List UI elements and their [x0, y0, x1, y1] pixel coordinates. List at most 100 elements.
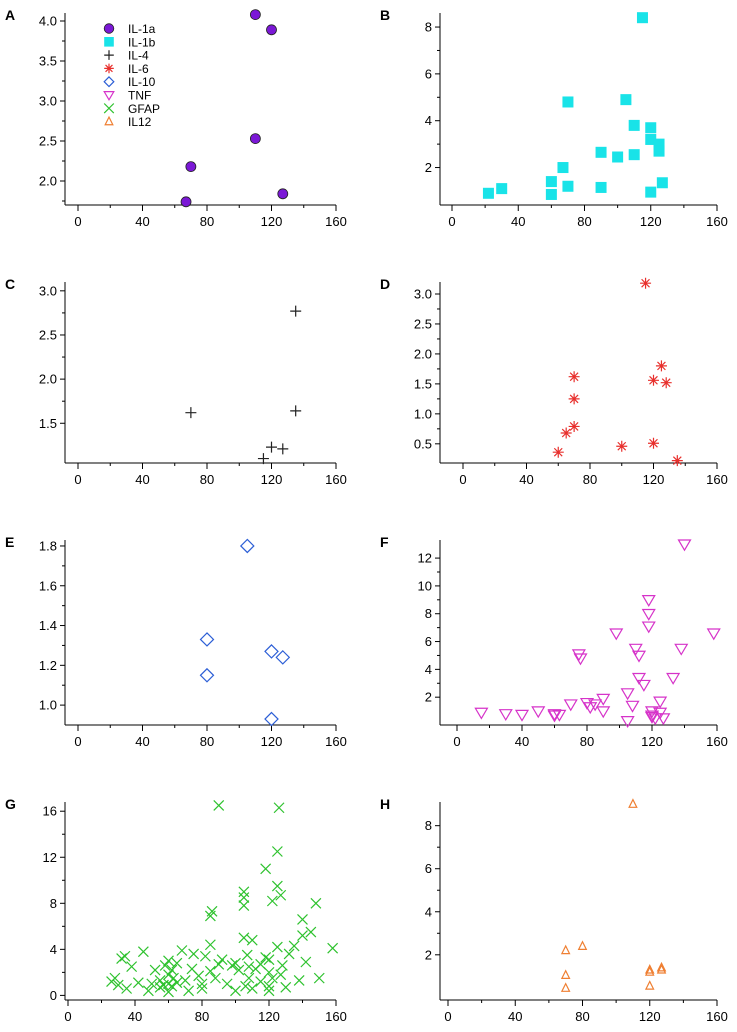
legend-label: TNF: [128, 89, 151, 103]
data-point: [297, 930, 308, 941]
x-tick-label: 80: [575, 1009, 589, 1024]
panel-c: C 0 40 80 120 160 1.5 2.0 2.5 3.0: [5, 276, 347, 487]
data-point: [644, 966, 655, 976]
data-point: [616, 440, 628, 452]
data-point: [645, 133, 657, 145]
data-point: [641, 621, 656, 634]
x-tick-label: 40: [135, 472, 149, 487]
data-point: [277, 443, 289, 455]
y-tick-label: 3.5: [39, 54, 57, 69]
data-point: [653, 145, 665, 157]
data-point: [628, 643, 643, 656]
x-tick-label: 40: [508, 1009, 522, 1024]
panel-label: F: [380, 534, 389, 550]
panel-h: H 0 40 80 120 160 2 4 6 8: [380, 796, 728, 1024]
data-point: [163, 955, 174, 967]
x-tick-label: 160: [325, 214, 347, 229]
data-point: [213, 958, 225, 970]
y-tick-label: 1.0: [414, 406, 432, 421]
data-point: [266, 895, 278, 907]
data-point: [168, 972, 179, 984]
data-point: [116, 953, 128, 964]
x-tick-label: 160: [325, 1009, 347, 1024]
y-tick-label: 2: [425, 947, 432, 962]
data-point: [655, 360, 667, 372]
data-point: [277, 188, 289, 200]
y-tick-label: 0.5: [414, 436, 432, 451]
data-point: [631, 650, 647, 663]
panel-b: B 0 40 80 120 160 2 4 6 8: [380, 7, 728, 229]
y-tick-label: 3.0: [39, 283, 57, 298]
data-point: [238, 886, 250, 898]
legend-marker: [104, 50, 114, 60]
y-tick-label: 2: [425, 690, 432, 705]
data-point: [644, 711, 660, 724]
data-point: [644, 710, 660, 723]
data-point: [568, 420, 580, 432]
data-point: [126, 961, 138, 973]
legend-marker: [104, 37, 114, 47]
data-point: [641, 608, 656, 621]
data-point: [183, 985, 195, 997]
x-tick-label: 40: [511, 214, 525, 229]
x-tick-label: 80: [200, 734, 214, 749]
data-point: [571, 649, 586, 662]
y-tick-label: 1.6: [39, 578, 57, 593]
data-point: [636, 679, 651, 692]
x-tick-label: 120: [641, 734, 663, 749]
data-point: [557, 162, 569, 174]
panel-label: A: [5, 7, 15, 23]
x-tick-label: 40: [135, 734, 149, 749]
data-point: [266, 24, 277, 36]
data-point: [149, 964, 161, 976]
data-point: [146, 978, 158, 990]
data-point: [588, 699, 603, 712]
data-point: [180, 196, 192, 208]
data-point: [199, 950, 211, 962]
data-point: [154, 975, 166, 986]
data-point: [233, 964, 245, 976]
data-point: [260, 951, 272, 963]
data-point: [288, 940, 300, 952]
data-point: [276, 960, 288, 971]
data-point: [159, 960, 171, 971]
data-point: [271, 941, 283, 953]
y-tick-label: 4.0: [39, 14, 57, 29]
x-tick-label: 120: [261, 734, 283, 749]
legend-marker: [103, 91, 115, 101]
legend-label: IL12: [128, 115, 152, 129]
y-tick-label: 2.0: [414, 346, 432, 361]
data-point: [531, 706, 546, 719]
data-point: [238, 932, 250, 944]
data-point: [185, 407, 197, 419]
data-point: [677, 539, 692, 552]
data-point: [171, 957, 183, 969]
data-point: [185, 161, 197, 173]
data-point: [547, 710, 562, 723]
data-point: [226, 960, 238, 971]
data-point: [199, 667, 215, 683]
y-tick-label: 1.0: [39, 698, 57, 713]
data-point: [310, 897, 322, 909]
x-tick-label: 0: [74, 472, 81, 487]
data-point: [238, 900, 250, 912]
data-point: [196, 983, 208, 994]
legend-marker: [103, 23, 115, 34]
y-tick-label: 1.2: [39, 658, 57, 673]
data-point: [313, 972, 325, 984]
x-tick-label: 160: [706, 214, 728, 229]
data-point: [648, 374, 659, 386]
data-point: [666, 672, 681, 685]
data-point: [300, 956, 312, 968]
data-point: [562, 180, 574, 192]
y-tick-label: 2.5: [39, 134, 57, 149]
data-point: [496, 183, 508, 195]
x-tick-label: 0: [453, 734, 460, 749]
panel-a: A0 40 80 120 1602.02.53.03.54.0IL-1aIL-1bIL-…: [5, 7, 347, 229]
y-tick-label: 2: [425, 160, 432, 175]
data-point: [290, 305, 302, 317]
data-point: [290, 405, 302, 417]
y-tick-label: 8: [425, 818, 432, 833]
x-tick-label: 120: [258, 1009, 280, 1024]
